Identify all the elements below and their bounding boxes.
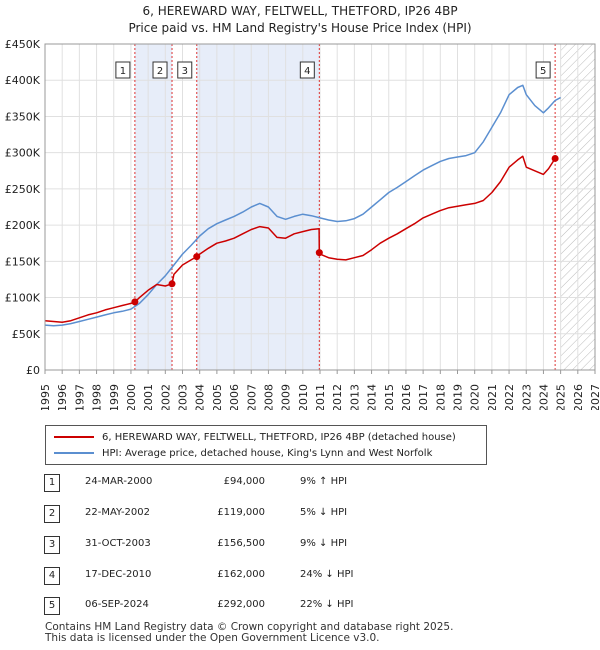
transaction-point	[193, 253, 201, 261]
y-tick-label: £400K	[5, 74, 41, 87]
y-tick-label: £0	[26, 364, 40, 377]
x-tick-label: 2024	[537, 384, 550, 410]
y-tick-label: £250K	[5, 183, 41, 196]
chart-subtitle: Price paid vs. HM Land Registry's House …	[128, 21, 472, 35]
x-tick-label: 2013	[348, 384, 361, 410]
legend-swatch-property	[54, 436, 94, 438]
transaction-label-box	[299, 61, 315, 79]
transaction-label-box	[535, 61, 551, 79]
x-tick-label: 1996	[56, 384, 69, 410]
x-tick-label: 1999	[108, 384, 121, 410]
chart-title: 6, HEREWARD WAY, FELTWELL, THETFORD, IP2…	[142, 4, 458, 18]
x-tick-label: 2019	[452, 384, 465, 410]
x-tick-label: 2011	[314, 384, 327, 410]
y-tick-label: £300K	[5, 147, 41, 160]
transaction-label-box	[152, 61, 168, 79]
transaction-date: 17-DEC-2010	[85, 569, 152, 580]
x-tick-label: 2009	[280, 384, 293, 410]
x-tick-label: 2017	[417, 384, 430, 410]
footer-license: This data is licensed under the Open Gov…	[45, 632, 380, 644]
x-tick-label: 2001	[142, 384, 155, 410]
x-tick-label: 1995	[39, 384, 52, 410]
transaction-label-box	[115, 61, 131, 79]
transaction-label: 2	[157, 66, 163, 77]
y-tick-label: £450K	[5, 38, 41, 51]
x-tick-label: 2018	[434, 384, 447, 410]
y-tick-label: £350K	[5, 110, 41, 123]
x-tick-label: 2027	[589, 384, 600, 410]
transaction-date: 24-MAR-2000	[85, 476, 153, 487]
ownership-shade	[196, 44, 320, 370]
transaction-number: 5	[44, 597, 60, 615]
transaction-hpi-diff: 22% ↓ HPI	[300, 599, 354, 610]
table-row: 1 24-MAR-2000 £94,000 9% ↑ HPI	[0, 474, 600, 494]
hpi-line	[44, 84, 561, 327]
transaction-number: 2	[44, 505, 60, 523]
legend-label-hpi: HPI: Average price, detached house, King…	[102, 447, 433, 459]
transaction-label: 3	[182, 66, 188, 77]
table-row: 4 17-DEC-2010 £162,000 24% ↓ HPI	[0, 567, 600, 587]
x-tick-label: 1997	[73, 384, 86, 410]
x-tick-label: 2015	[383, 384, 396, 410]
x-tick-label: 1998	[91, 384, 104, 410]
transaction-point	[315, 249, 323, 257]
transaction-label: 5	[540, 66, 546, 77]
price-chart: 1 2 3 4 5 £0 £50K £100K £150K £200K £250K £300K £35…	[5, 38, 600, 410]
x-tick-label: 2006	[228, 384, 241, 410]
x-tick-label: 2022	[503, 384, 516, 410]
transaction-point	[551, 154, 559, 162]
x-tick-label: 2016	[400, 384, 413, 410]
x-tick-label: 2021	[486, 384, 499, 410]
x-tick-label: 2025	[555, 384, 568, 410]
transaction-price: £119,000	[217, 507, 265, 518]
transaction-hpi-diff: 9% ↓ HPI	[300, 538, 348, 549]
transaction-label-box	[177, 61, 193, 79]
transaction-price: £94,000	[223, 476, 265, 487]
transaction-label: 1	[120, 66, 126, 77]
y-tick-label: £100K	[5, 292, 41, 305]
transaction-price: £156,500	[217, 538, 265, 549]
footer-copyright: Contains HM Land Registry data © Crown c…	[45, 621, 454, 633]
transaction-label: 4	[304, 66, 310, 77]
transaction-number: 4	[44, 567, 60, 585]
y-tick-label: £200K	[5, 219, 41, 232]
transaction-price: £162,000	[217, 569, 265, 580]
transaction-date: 06-SEP-2024	[85, 599, 149, 610]
y-tick-label: £50K	[12, 328, 41, 341]
y-tick-label: £150K	[5, 255, 41, 268]
transaction-price: £292,000	[217, 599, 265, 610]
x-tick-label: 2014	[366, 384, 379, 410]
legend-item-property: 6, HEREWARD WAY, FELTWELL, THETFORD, IP2…	[54, 429, 456, 445]
x-tick-label: 2003	[177, 384, 190, 410]
transaction-point	[131, 298, 139, 306]
x-tick-label: 2010	[297, 384, 310, 410]
transaction-number: 3	[44, 536, 60, 554]
table-row: 2 22-MAY-2002 £119,000 5% ↓ HPI	[0, 505, 600, 525]
legend-item-hpi: HPI: Average price, detached house, King…	[54, 445, 432, 461]
x-tick-label: 2020	[469, 384, 482, 410]
legend-swatch-hpi	[54, 452, 94, 454]
x-tick-label: 2002	[159, 384, 172, 410]
table-row: 3 31-OCT-2003 £156,500 9% ↓ HPI	[0, 536, 600, 556]
table-row: 5 06-SEP-2024 £292,000 22% ↓ HPI	[0, 597, 600, 617]
ownership-shade	[134, 44, 173, 370]
transaction-hpi-diff: 24% ↓ HPI	[300, 569, 354, 580]
x-tick-label: 2005	[211, 384, 224, 410]
transaction-number: 1	[44, 474, 60, 492]
x-tick-label: 2008	[262, 384, 275, 410]
transaction-hpi-diff: 9% ↑ HPI	[300, 476, 348, 487]
x-tick-label: 2004	[194, 384, 207, 410]
x-tick-label: 2023	[520, 384, 533, 410]
transaction-point	[168, 280, 176, 288]
x-tick-label: 2000	[125, 384, 138, 410]
x-tick-label: 2026	[572, 384, 585, 410]
x-tick-label: 2012	[331, 384, 344, 410]
legend-label-property: 6, HEREWARD WAY, FELTWELL, THETFORD, IP2…	[102, 431, 456, 443]
transaction-hpi-diff: 5% ↓ HPI	[300, 507, 348, 518]
x-tick-label: 2007	[245, 384, 258, 410]
transaction-date: 22-MAY-2002	[85, 507, 151, 518]
chart-legend: 6, HEREWARD WAY, FELTWELL, THETFORD, IP2…	[45, 425, 487, 465]
transaction-date: 31-OCT-2003	[85, 538, 151, 549]
